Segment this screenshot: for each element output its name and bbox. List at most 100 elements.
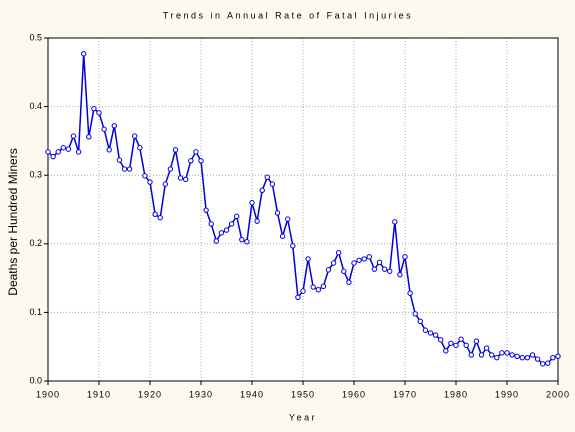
- chart-title: Trends in Annual Rate of Fatal Injuries: [163, 10, 413, 20]
- data-point: [356, 257, 362, 263]
- data-point: [137, 145, 143, 151]
- data-point: [330, 260, 337, 266]
- data-point: [86, 134, 92, 140]
- y-tick-label: 0.2: [29, 238, 42, 248]
- data-point: [228, 221, 235, 227]
- data-point: [504, 350, 510, 356]
- data-point: [443, 348, 449, 354]
- data-point: [111, 123, 118, 129]
- data-point: [208, 221, 214, 227]
- data-point: [300, 288, 306, 294]
- data-point: [524, 354, 531, 361]
- data-point: [142, 173, 148, 179]
- data-point: [279, 233, 286, 239]
- data-point: [392, 219, 398, 225]
- y-tick-label: 0.4: [29, 101, 42, 111]
- data-point: [132, 133, 138, 139]
- data-point: [75, 149, 82, 155]
- data-point: [116, 157, 123, 163]
- data-point: [152, 211, 158, 218]
- x-tick-label: 1960: [342, 389, 366, 399]
- y-tick-label: 0.0: [29, 375, 42, 385]
- data-point: [305, 256, 311, 262]
- data-point: [417, 318, 423, 325]
- data-point: [310, 284, 316, 290]
- data-point: [534, 356, 541, 362]
- data-point: [427, 330, 434, 336]
- data-point: [239, 236, 245, 243]
- data-point: [295, 294, 301, 301]
- data-point: [147, 179, 153, 185]
- data-point: [366, 254, 372, 260]
- data-point: [157, 215, 163, 221]
- data-point: [519, 354, 525, 361]
- data-point: [244, 239, 250, 245]
- x-tick-label: 1920: [138, 389, 162, 399]
- data-point: [55, 149, 61, 155]
- data-point: [550, 354, 556, 361]
- data-point: [361, 256, 367, 262]
- data-point: [259, 187, 265, 193]
- y-tick-label: 0.3: [29, 170, 42, 180]
- data-point: [432, 332, 439, 338]
- data-point: [60, 145, 66, 151]
- x-tick-label: 1910: [87, 389, 111, 399]
- data-point: [126, 166, 133, 172]
- data-point: [545, 360, 551, 366]
- data-point: [320, 283, 327, 290]
- data-point: [167, 166, 174, 172]
- data-point: [478, 352, 485, 358]
- data-point: [177, 175, 184, 181]
- data-point: [494, 354, 500, 361]
- data-point: [254, 218, 260, 224]
- data-point: [458, 336, 464, 342]
- data-point: [172, 147, 179, 153]
- data-point: [468, 352, 474, 358]
- data-point: [274, 210, 281, 216]
- y-tick-label: 0.5: [29, 32, 42, 42]
- data-point: [341, 268, 347, 274]
- data-point: [218, 230, 225, 236]
- data-point: [65, 146, 72, 152]
- data-point: [387, 268, 393, 274]
- data-point: [555, 353, 561, 360]
- data-point: [351, 260, 357, 266]
- data-point: [183, 176, 189, 183]
- data-point: [514, 353, 520, 360]
- x-tick-label: 2000: [546, 389, 570, 399]
- y-tick-label: 0.1: [29, 307, 42, 317]
- data-point: [269, 181, 276, 187]
- data-point: [188, 158, 194, 164]
- data-point: [50, 153, 56, 160]
- data-point: [422, 327, 429, 333]
- data-point: [234, 213, 240, 220]
- data-point: [223, 227, 230, 233]
- data-point: [70, 133, 77, 139]
- data-point: [453, 342, 459, 349]
- data-point: [499, 350, 505, 356]
- data-point: [91, 105, 97, 112]
- data-point: [162, 181, 169, 187]
- data-point: [529, 352, 536, 358]
- x-tick-label: 1970: [393, 389, 417, 399]
- data-point: [483, 345, 490, 351]
- data-point: [325, 267, 332, 273]
- x-tick-label: 1900: [36, 389, 60, 399]
- data-point: [402, 254, 408, 260]
- data-point: [489, 352, 495, 358]
- x-tick-label: 1930: [189, 389, 213, 399]
- data-point: [473, 338, 480, 344]
- data-point: [438, 337, 444, 343]
- data-point: [509, 352, 515, 358]
- x-tick-label: 1950: [291, 389, 315, 399]
- y-axis-label: Deaths per Hundred Miners: [6, 148, 20, 295]
- data-point: [371, 266, 378, 272]
- data-point: [381, 266, 388, 272]
- data-point: [290, 243, 296, 249]
- data-point: [336, 250, 342, 256]
- data-point: [463, 342, 469, 349]
- data-point: [203, 207, 209, 213]
- data-point: [264, 174, 270, 180]
- data-point: [106, 147, 112, 153]
